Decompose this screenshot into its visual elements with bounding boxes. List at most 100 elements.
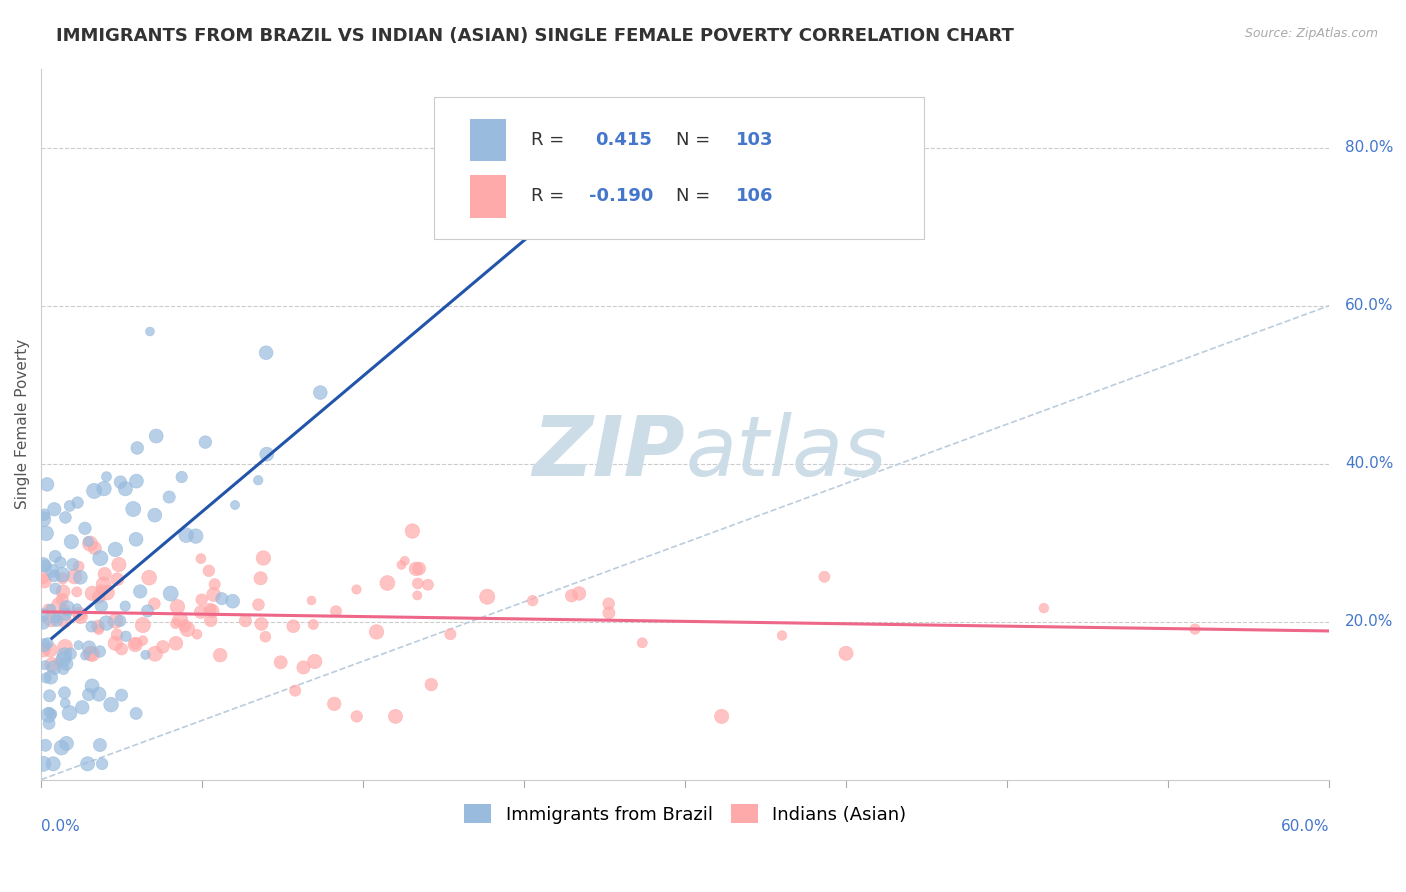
- Point: [37, 708, 59, 723]
- Text: 20.0%: 20.0%: [1346, 614, 1393, 629]
- Point: [75, 648, 97, 663]
- Point: [100, 698, 122, 712]
- Point: [80, 619, 103, 633]
- Point: [169, 612, 191, 626]
- Point: [38, 689, 60, 703]
- Point: [51, 567, 73, 582]
- Point: [304, 655, 326, 669]
- Point: [44, 502, 66, 516]
- Point: [69, 570, 91, 584]
- Point: [114, 599, 136, 613]
- Point: [561, 589, 583, 603]
- Point: [73, 521, 96, 535]
- Text: R =: R =: [530, 187, 569, 205]
- Point: [48, 655, 70, 669]
- Point: [52, 571, 75, 585]
- Point: [124, 637, 146, 651]
- Point: [143, 508, 166, 523]
- Point: [89, 551, 111, 566]
- Point: [59, 647, 82, 661]
- Point: [165, 616, 187, 631]
- Point: [41, 564, 63, 578]
- Point: [170, 470, 193, 484]
- Point: [51, 592, 73, 607]
- Point: [477, 590, 499, 604]
- Point: [250, 616, 273, 631]
- Point: [79, 536, 101, 550]
- Point: [235, 614, 257, 628]
- Point: [56, 601, 79, 615]
- Point: [346, 582, 368, 597]
- Point: [53, 607, 76, 622]
- Point: [34, 558, 56, 573]
- Point: [522, 593, 544, 607]
- Point: [157, 490, 180, 504]
- Point: [53, 614, 76, 628]
- Point: [198, 564, 221, 578]
- Point: [165, 636, 187, 650]
- Point: [87, 687, 110, 701]
- Point: [309, 385, 332, 400]
- Point: [80, 679, 103, 693]
- Point: [66, 601, 89, 615]
- FancyBboxPatch shape: [434, 97, 924, 239]
- Point: [32, 638, 55, 652]
- Text: N =: N =: [676, 131, 716, 149]
- Point: [96, 615, 118, 630]
- Point: [77, 688, 100, 702]
- Point: [35, 671, 58, 685]
- Point: [32, 607, 55, 622]
- Point: [82, 586, 104, 600]
- Point: [35, 526, 58, 541]
- Text: -0.190: -0.190: [589, 187, 652, 205]
- Point: [32, 512, 55, 526]
- Point: [38, 706, 60, 720]
- Point: [42, 756, 65, 771]
- Point: [52, 584, 75, 599]
- Point: [69, 609, 91, 624]
- Point: [104, 636, 127, 650]
- Point: [114, 482, 136, 496]
- Point: [82, 647, 104, 661]
- Point: [125, 533, 148, 547]
- Text: atlas: atlas: [685, 412, 887, 493]
- Point: [66, 585, 89, 599]
- Point: [270, 656, 292, 670]
- Point: [32, 643, 55, 657]
- Point: [710, 709, 733, 723]
- Point: [52, 662, 75, 676]
- Point: [83, 541, 105, 556]
- Point: [104, 542, 127, 557]
- Point: [125, 706, 148, 721]
- Point: [209, 648, 232, 662]
- Point: [90, 599, 112, 613]
- Point: [201, 604, 224, 618]
- Point: [152, 640, 174, 654]
- Point: [42, 661, 65, 675]
- Bar: [470, 175, 506, 218]
- Point: [44, 610, 66, 624]
- Point: [406, 576, 429, 591]
- Point: [55, 657, 77, 671]
- Point: [77, 534, 100, 549]
- Point: [184, 529, 207, 543]
- Point: [190, 551, 212, 566]
- Point: [256, 447, 278, 461]
- Point: [408, 561, 430, 575]
- Text: 106: 106: [735, 187, 773, 205]
- Y-axis label: Single Female Poverty: Single Female Poverty: [15, 339, 30, 509]
- Point: [134, 648, 156, 662]
- Point: [37, 602, 59, 616]
- Point: [143, 647, 166, 661]
- Point: [416, 578, 439, 592]
- Point: [346, 709, 368, 723]
- Point: [122, 502, 145, 516]
- Text: 40.0%: 40.0%: [1346, 456, 1393, 471]
- Point: [108, 614, 131, 628]
- Point: [598, 597, 620, 611]
- Point: [159, 586, 181, 600]
- Text: 0.0%: 0.0%: [41, 819, 80, 834]
- Point: [39, 602, 62, 616]
- Point: [325, 604, 347, 618]
- Point: [439, 627, 461, 641]
